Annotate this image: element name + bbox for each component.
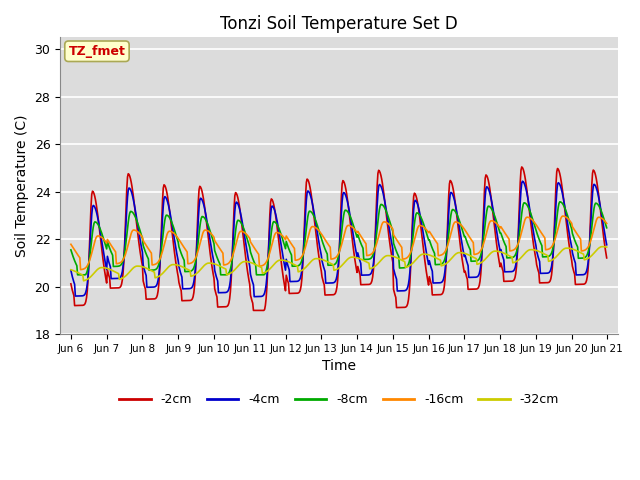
-16cm: [559, 213, 566, 219]
-2cm: [132, 213, 140, 219]
-8cm: [420, 223, 428, 228]
-16cm: [404, 253, 412, 259]
-32cm: [215, 263, 223, 269]
-2cm: [214, 304, 222, 310]
X-axis label: Time: Time: [322, 360, 356, 373]
-32cm: [132, 264, 140, 269]
-2cm: [420, 252, 428, 258]
-16cm: [215, 245, 223, 251]
-8cm: [215, 260, 223, 265]
-8cm: [187, 268, 195, 274]
-4cm: [186, 286, 194, 291]
Line: -8cm: -8cm: [71, 202, 607, 275]
-8cm: [404, 261, 412, 267]
Legend: -2cm, -4cm, -8cm, -16cm, -32cm: -2cm, -4cm, -8cm, -16cm, -32cm: [115, 388, 564, 411]
-16cm: [77, 267, 85, 273]
-8cm: [132, 217, 140, 223]
-16cm: [67, 241, 75, 247]
-4cm: [420, 236, 428, 242]
-2cm: [250, 308, 257, 313]
Y-axis label: Soil Temperature (C): Soil Temperature (C): [15, 115, 29, 257]
-4cm: [518, 179, 526, 184]
-16cm: [603, 220, 611, 226]
-2cm: [67, 281, 75, 287]
-16cm: [420, 225, 428, 230]
-2cm: [603, 255, 611, 261]
-4cm: [250, 294, 258, 300]
-32cm: [404, 264, 412, 269]
-8cm: [603, 225, 611, 231]
Line: -16cm: -16cm: [71, 216, 607, 270]
-32cm: [599, 244, 607, 250]
-2cm: [77, 302, 84, 308]
-32cm: [80, 278, 88, 284]
-2cm: [518, 164, 525, 170]
-8cm: [556, 199, 564, 204]
-32cm: [420, 251, 428, 257]
Line: -4cm: -4cm: [71, 181, 607, 297]
-16cm: [132, 228, 140, 234]
-16cm: [77, 267, 84, 273]
Line: -32cm: -32cm: [71, 247, 607, 281]
Title: Tonzi Soil Temperature Set D: Tonzi Soil Temperature Set D: [220, 15, 458, 33]
Line: -2cm: -2cm: [71, 167, 607, 311]
Text: TZ_fmet: TZ_fmet: [68, 45, 125, 58]
-4cm: [67, 267, 75, 273]
-8cm: [67, 247, 75, 253]
-4cm: [404, 281, 412, 287]
-32cm: [187, 274, 195, 279]
-32cm: [67, 267, 75, 273]
-4cm: [77, 293, 84, 299]
-16cm: [187, 260, 195, 266]
-8cm: [77, 272, 85, 277]
-32cm: [77, 271, 84, 277]
-2cm: [404, 297, 412, 302]
-32cm: [603, 244, 611, 250]
-4cm: [214, 290, 222, 296]
-4cm: [132, 210, 140, 216]
-4cm: [603, 242, 611, 248]
-2cm: [186, 298, 194, 303]
-8cm: [74, 272, 81, 277]
